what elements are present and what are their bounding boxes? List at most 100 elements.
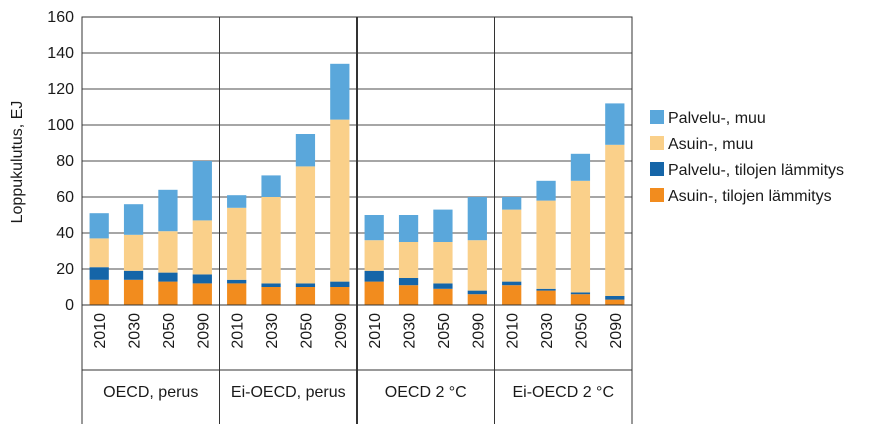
bar-segment [467, 240, 487, 291]
y-tick-label: 0 [65, 297, 74, 314]
x-tick-label: 2050 [298, 313, 315, 349]
y-tick-label: 60 [56, 189, 74, 206]
bar-segment [570, 153, 591, 181]
bar-segment [330, 287, 350, 305]
x-tick-label: 2050 [573, 313, 590, 349]
bar-segment [295, 287, 316, 305]
x-group-label: Ei-OECD 2 °C [512, 384, 614, 401]
x-tick-label: 2030 [127, 313, 144, 349]
bar-segment [536, 200, 556, 289]
x-tick-label: 2050 [436, 313, 453, 349]
legend-label: Palvelu-, muu [668, 110, 766, 127]
x-tick-label: 2010 [505, 313, 522, 349]
bar-segment [467, 290, 487, 295]
bar-segment [536, 290, 556, 305]
x-tick-label: 2010 [230, 313, 247, 349]
bar-segment [364, 240, 384, 271]
bar-segment [364, 215, 384, 241]
legend-label: Palvelu-, tilojen lämmitys [668, 162, 844, 179]
bar-segment [227, 283, 247, 305]
bar-segment [433, 242, 453, 284]
x-tick-label: 2010 [367, 313, 384, 349]
bar-segment [158, 281, 178, 305]
legend-swatch [650, 188, 664, 202]
bar-segment [89, 213, 109, 239]
bar-segment [192, 220, 212, 275]
bar-segment [123, 234, 144, 271]
bar-segment [330, 63, 350, 120]
x-group-label: OECD, perus [103, 384, 198, 401]
x-tick-label: 2030 [402, 313, 419, 349]
bar-segment [295, 283, 316, 287]
legend-swatch [650, 110, 664, 124]
bar-segment [570, 180, 591, 293]
x-tick-label: 2090 [470, 313, 487, 349]
bar-segment [330, 281, 350, 287]
y-tick-label: 80 [56, 153, 74, 170]
bar-segment [330, 119, 350, 282]
bar-segment [398, 242, 419, 278]
bar-segment [261, 197, 281, 284]
y-axis: 0 20 40 60 80 100 120 140 160 [47, 9, 74, 314]
bar-segment [89, 279, 109, 305]
bar-segment [123, 270, 144, 280]
bar-segment [605, 296, 625, 300]
x-tick-label: 2090 [195, 313, 212, 349]
bar-segment [261, 175, 281, 197]
bar-segment [158, 272, 178, 282]
bar-segment [398, 285, 419, 305]
legend-label: Asuin-, tilojen lämmitys [668, 188, 832, 205]
bar-segment [89, 267, 109, 280]
x-group-label: OECD 2 °C [385, 384, 467, 401]
bar-segment [123, 279, 144, 305]
bar-segment [123, 204, 144, 235]
bar-segment [467, 197, 487, 241]
bar-segment [570, 294, 591, 305]
bar-segment [364, 281, 384, 305]
bar-segment [192, 274, 212, 284]
bar-segment [364, 270, 384, 282]
legend-swatch [650, 136, 664, 150]
bar-segment [89, 238, 109, 268]
plot-frame [81, 16, 633, 424]
x-tick-label: 2030 [264, 313, 281, 349]
bar-segment [227, 207, 247, 280]
bars [89, 63, 625, 305]
legend-swatch [650, 162, 664, 176]
x-axis: 2010 2030 2050 2090 OECD, perus 2010 2030 2050 2… [92, 313, 625, 401]
bar-segment [192, 161, 212, 221]
y-tick-label: 100 [47, 117, 74, 134]
bar-segment [398, 215, 419, 242]
y-axis-title: Loppukulutus, EJ [9, 101, 26, 224]
bar-segment [261, 287, 281, 305]
bar-segment [536, 288, 556, 291]
bar-segment [433, 283, 453, 289]
x-tick-label: 2010 [92, 313, 109, 349]
bar-segment [227, 195, 247, 208]
bar-segment [158, 189, 178, 232]
bar-segment [261, 283, 281, 287]
y-tick-label: 120 [47, 81, 74, 98]
x-tick-label: 2090 [333, 313, 350, 349]
x-group-label: Ei-OECD, perus [231, 384, 346, 401]
bar-segment [605, 299, 625, 305]
bar-segment [502, 285, 522, 305]
bar-segment [605, 144, 625, 296]
bar-segment [433, 209, 453, 242]
bar-segment [295, 134, 316, 167]
x-tick-label: 2050 [161, 313, 178, 349]
bar-segment [605, 103, 625, 145]
bar-segment [502, 197, 522, 210]
y-tick-label: 40 [56, 225, 74, 242]
bar-segment [433, 288, 453, 305]
x-tick-label: 2090 [608, 313, 625, 349]
bar-segment [467, 294, 487, 305]
bar-segment [158, 231, 178, 273]
y-tick-label: 140 [47, 45, 74, 62]
bar-segment [502, 281, 522, 286]
bar-segment [192, 283, 212, 305]
bar-segment [570, 292, 591, 295]
bar-segment [227, 279, 247, 284]
legend-label: Asuin-, muu [668, 136, 753, 153]
